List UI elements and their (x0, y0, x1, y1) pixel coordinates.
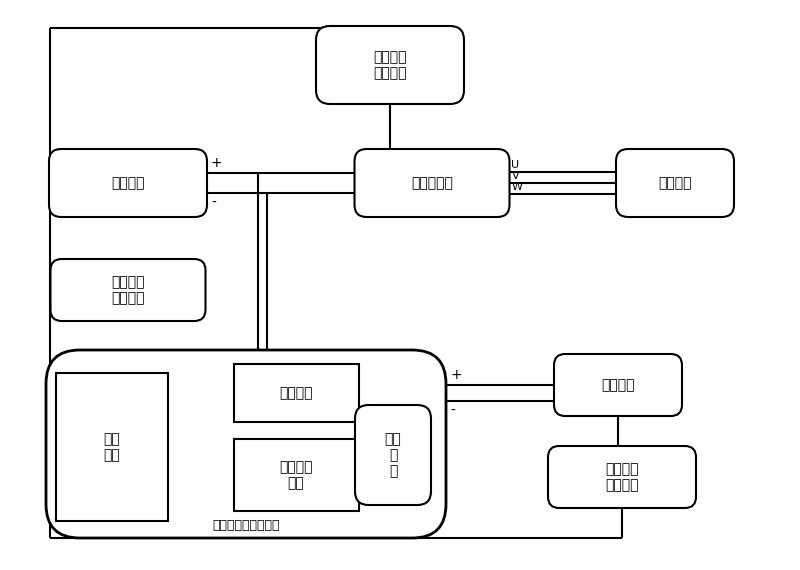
Text: 控制
电路: 控制 电路 (104, 432, 120, 462)
Text: 交流
电
网: 交流 电 网 (385, 432, 402, 478)
Text: -: - (211, 196, 216, 210)
FancyBboxPatch shape (548, 446, 696, 508)
Text: 动力电池
检测电路: 动力电池 检测电路 (111, 275, 145, 305)
FancyBboxPatch shape (354, 149, 510, 217)
Text: 驱动电机: 驱动电机 (658, 176, 692, 190)
Text: 多功能一体化充电机: 多功能一体化充电机 (212, 519, 280, 532)
Bar (234, 364, 358, 422)
FancyBboxPatch shape (316, 26, 464, 104)
FancyBboxPatch shape (46, 350, 446, 538)
FancyBboxPatch shape (616, 149, 734, 217)
Text: U: U (511, 160, 520, 170)
Bar (56, 373, 168, 521)
Text: 辅助电池
检测电路: 辅助电池 检测电路 (606, 462, 638, 492)
Text: W: W (511, 182, 522, 192)
Text: 动力电池: 动力电池 (111, 176, 145, 190)
Text: -: - (450, 404, 455, 418)
Text: 电机控制器: 电机控制器 (411, 176, 453, 190)
Bar (234, 439, 358, 511)
Text: 逆变充电
电路: 逆变充电 电路 (279, 460, 313, 490)
Text: 辅助电池: 辅助电池 (602, 378, 634, 392)
Text: V: V (511, 171, 519, 181)
FancyBboxPatch shape (50, 259, 206, 321)
FancyBboxPatch shape (49, 149, 207, 217)
FancyBboxPatch shape (554, 354, 682, 416)
FancyBboxPatch shape (355, 405, 431, 505)
Text: 制动回馈
检测电路: 制动回馈 检测电路 (374, 50, 406, 80)
Text: +: + (211, 156, 222, 170)
Text: 接触器组: 接触器组 (279, 386, 313, 400)
Text: +: + (450, 368, 462, 382)
